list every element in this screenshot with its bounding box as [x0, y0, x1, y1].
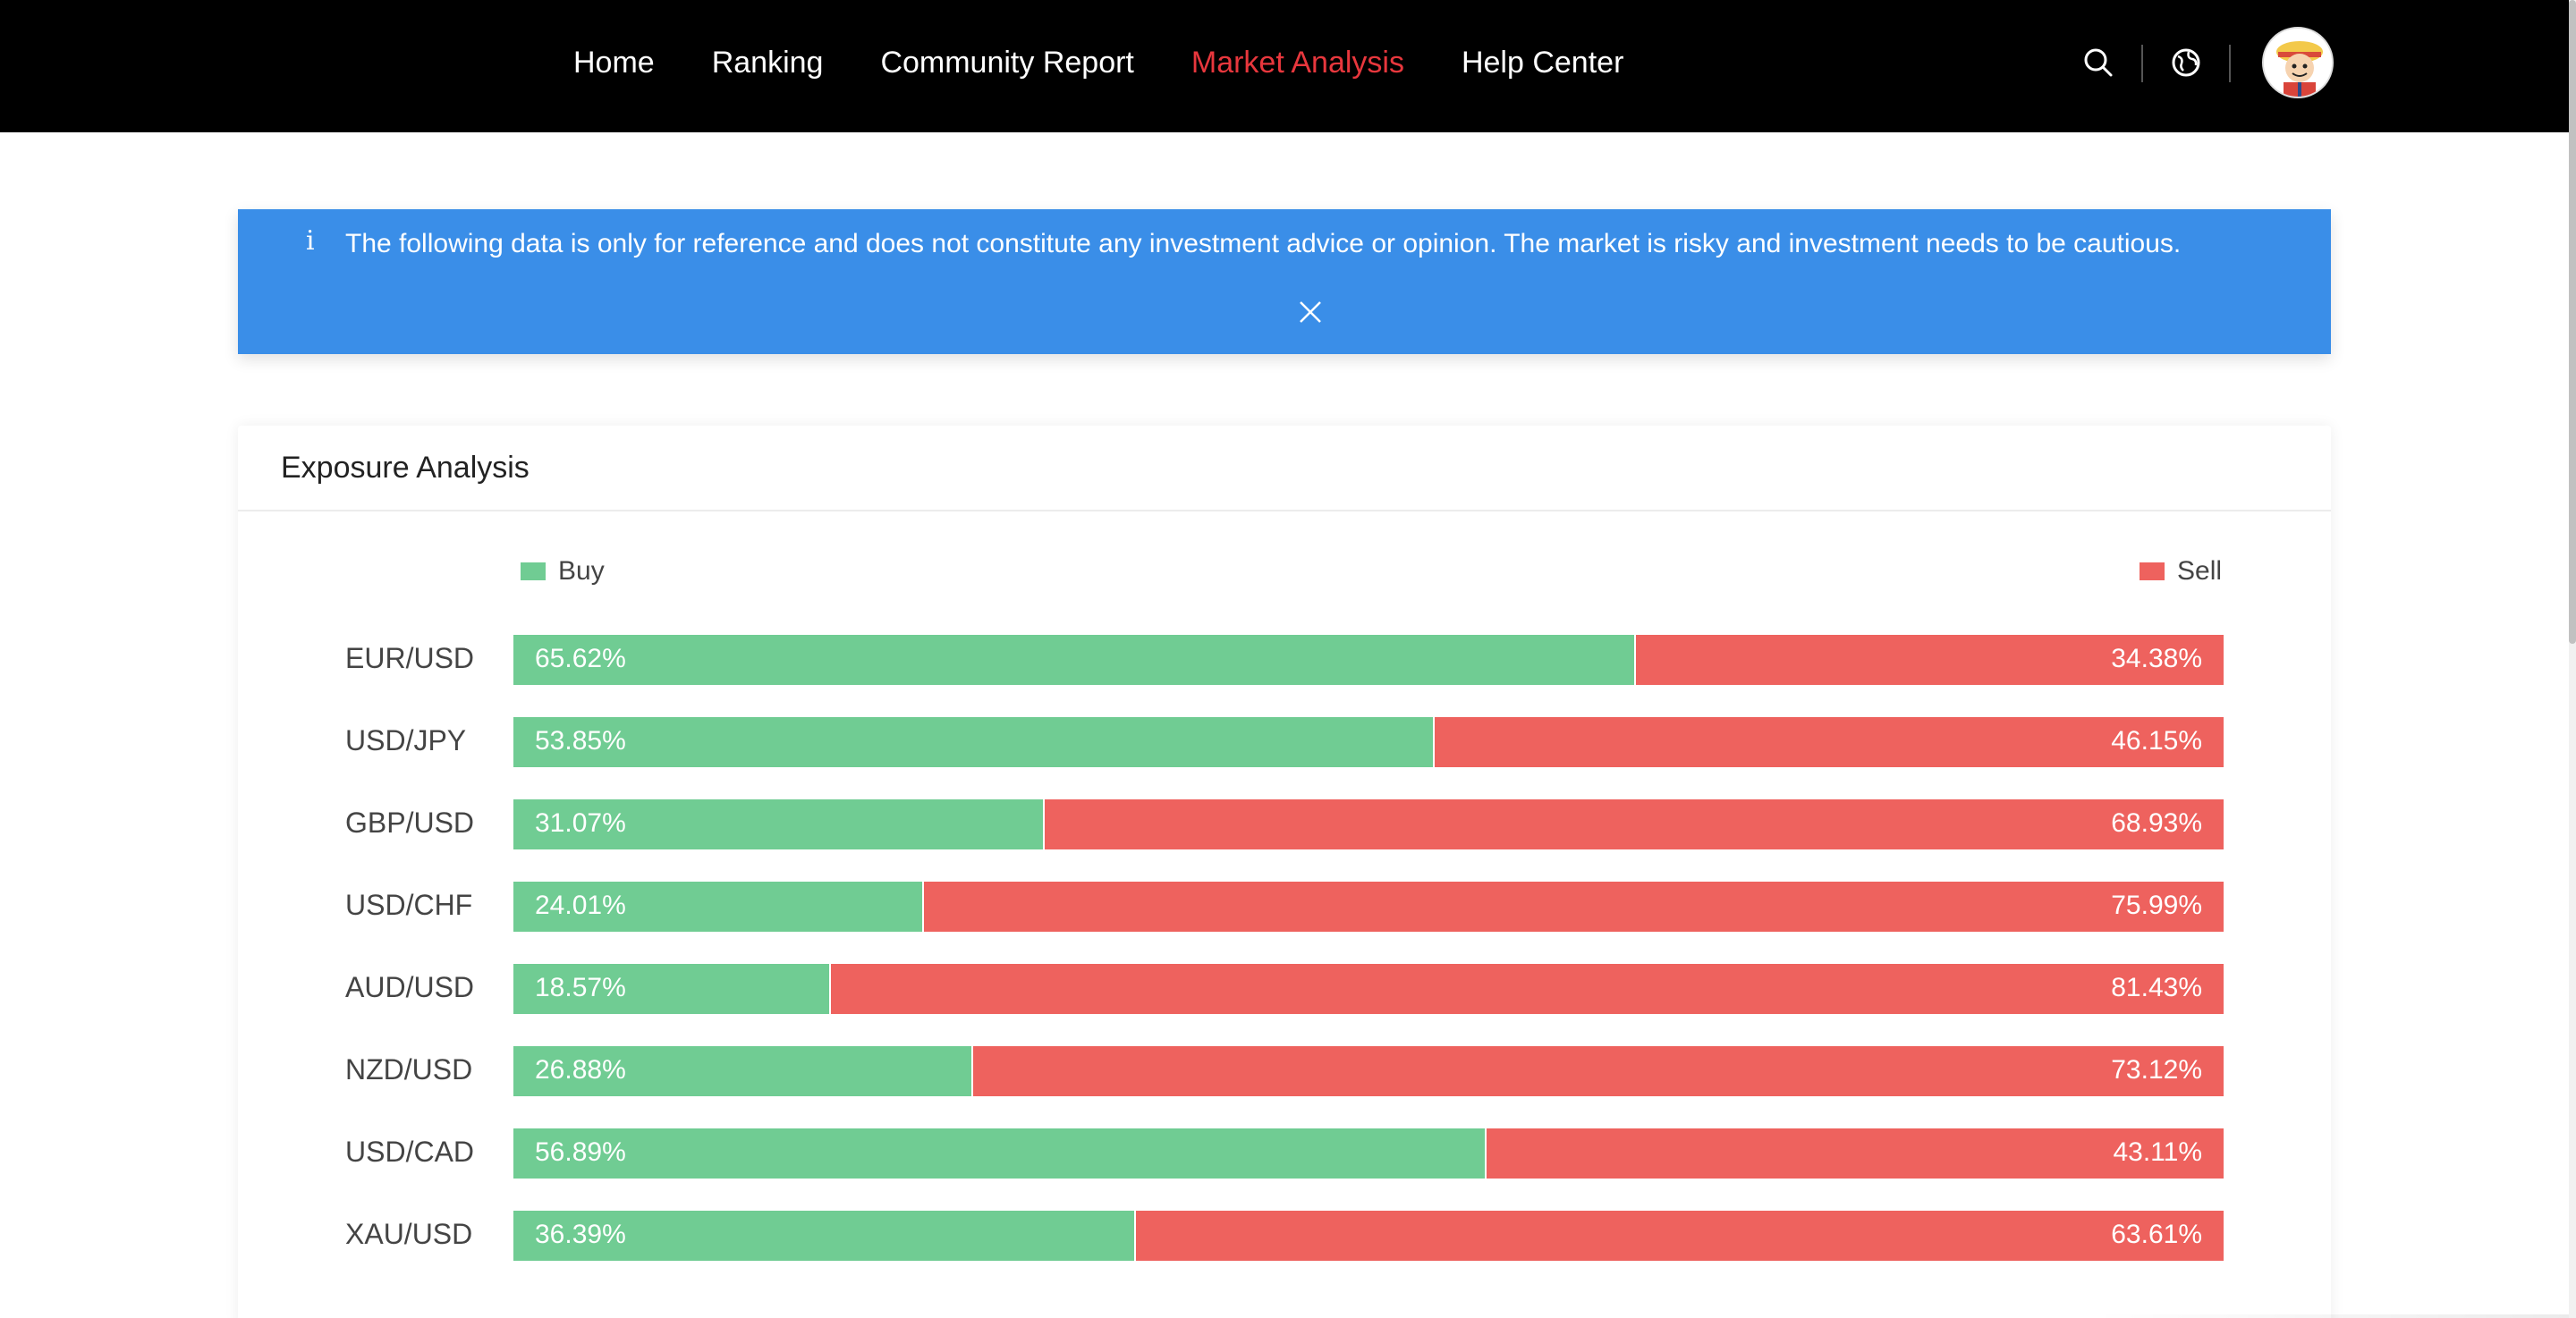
buy-percentage: 24.01%	[535, 891, 626, 920]
buy-percentage: 18.57%	[535, 973, 626, 1002]
nav-item-ranking[interactable]: Ranking	[711, 45, 824, 80]
currency-pair-label: USD/JPY	[345, 724, 467, 756]
sell-percentage: 81.43%	[2111, 973, 2202, 1002]
sell-segment[interactable]: 46.15%	[1434, 717, 2224, 767]
page-scrollbar[interactable]	[2569, 0, 2576, 1318]
exposure-bar[interactable]: 56.89% 43.11%	[513, 1128, 2224, 1179]
exposure-bar[interactable]: 65.62% 34.38%	[513, 635, 2224, 685]
exposure-row: XAU/USD 36.39% 63.61%	[238, 1211, 2331, 1261]
top-navbar: Home Ranking Community Report Market Ana…	[0, 0, 2569, 132]
page-bottom-shadow	[2093, 1314, 2569, 1318]
avatar[interactable]	[2262, 27, 2334, 98]
exposure-row: EUR/USD 65.62% 34.38%	[238, 635, 2331, 685]
globe-icon[interactable]	[2168, 45, 2204, 80]
sell-segment[interactable]: 75.99%	[924, 882, 2224, 932]
buy-segment[interactable]: 24.01%	[513, 882, 925, 932]
exposure-bar[interactable]: 18.57% 81.43%	[513, 964, 2224, 1014]
legend-buy-label: Buy	[558, 556, 605, 586]
currency-pair-label: NZD/USD	[345, 1053, 473, 1086]
exposure-row: USD/JPY 53.85% 46.15%	[238, 717, 2331, 767]
exposure-row: USD/CHF 24.01% 75.99%	[238, 882, 2331, 932]
currency-pair-label: AUD/USD	[345, 971, 475, 1003]
scrollbar-thumb[interactable]	[2569, 0, 2576, 644]
sell-percentage: 46.15%	[2111, 726, 2202, 756]
main-nav: Home Ranking Community Report Market Ana…	[573, 0, 1623, 125]
nav-divider	[2141, 45, 2143, 82]
disclaimer-banner	[238, 209, 2331, 354]
legend-buy: Buy	[521, 556, 605, 587]
buy-percentage: 26.88%	[535, 1055, 626, 1085]
legend-sell: Sell	[2140, 556, 2222, 587]
sell-percentage: 73.12%	[2111, 1055, 2202, 1085]
exposure-row: USD/CAD 56.89% 43.11%	[238, 1128, 2331, 1179]
buy-percentage: 53.85%	[535, 726, 626, 756]
search-icon[interactable]	[2080, 45, 2116, 80]
sell-swatch	[2140, 562, 2165, 580]
buy-segment[interactable]: 56.89%	[513, 1128, 1487, 1179]
card-divider	[238, 510, 2331, 511]
currency-pair-label: GBP/USD	[345, 807, 475, 839]
buy-segment[interactable]: 53.85%	[513, 717, 1435, 767]
buy-percentage: 31.07%	[535, 808, 626, 838]
sell-segment[interactable]: 63.61%	[1135, 1211, 2224, 1261]
nav-divider	[2229, 45, 2231, 82]
buy-percentage: 65.62%	[535, 644, 626, 673]
info-icon: i	[306, 225, 315, 257]
buy-percentage: 56.89%	[535, 1137, 626, 1167]
sell-percentage: 75.99%	[2111, 891, 2202, 920]
sell-percentage: 63.61%	[2111, 1220, 2202, 1249]
sell-segment[interactable]: 81.43%	[831, 964, 2224, 1014]
disclaimer-text: The following data is only for reference…	[345, 229, 2182, 258]
exposure-bar[interactable]: 26.88% 73.12%	[513, 1046, 2224, 1096]
close-icon[interactable]	[1297, 299, 1324, 325]
buy-swatch	[521, 562, 546, 580]
exposure-analysis-card: Exposure Analysis Buy Sell EUR/USD 65.62%…	[238, 426, 2331, 1318]
buy-segment[interactable]: 18.57%	[513, 964, 832, 1014]
exposure-row: AUD/USD 18.57% 81.43%	[238, 964, 2331, 1014]
nav-item-help-center[interactable]: Help Center	[1461, 45, 1624, 80]
buy-segment[interactable]: 31.07%	[513, 799, 1046, 849]
sell-segment[interactable]: 34.38%	[1635, 635, 2224, 685]
sell-percentage: 43.11%	[2113, 1137, 2202, 1167]
legend-sell-label: Sell	[2177, 556, 2223, 586]
exposure-row: GBP/USD 31.07% 68.93%	[238, 799, 2331, 849]
exposure-bar[interactable]: 24.01% 75.99%	[513, 882, 2224, 932]
buy-segment[interactable]: 65.62%	[513, 635, 1636, 685]
currency-pair-label: XAU/USD	[345, 1218, 473, 1250]
buy-percentage: 36.39%	[535, 1220, 626, 1249]
nav-item-market-analysis[interactable]: Market Analysis	[1191, 45, 1404, 80]
sell-percentage: 34.38%	[2111, 644, 2202, 673]
sell-percentage: 68.93%	[2111, 808, 2202, 838]
nav-item-home[interactable]: Home	[573, 45, 655, 80]
exposure-bar[interactable]: 36.39% 63.61%	[513, 1211, 2224, 1261]
currency-pair-label: USD/CAD	[345, 1136, 475, 1168]
sell-segment[interactable]: 73.12%	[972, 1046, 2224, 1096]
sell-segment[interactable]: 68.93%	[1045, 799, 2224, 849]
exposure-row: NZD/USD 26.88% 73.12%	[238, 1046, 2331, 1096]
currency-pair-label: EUR/USD	[345, 642, 475, 674]
sell-segment[interactable]: 43.11%	[1486, 1128, 2224, 1179]
nav-item-community-report[interactable]: Community Report	[880, 45, 1134, 80]
currency-pair-label: USD/CHF	[345, 889, 473, 921]
card-title: Exposure Analysis	[281, 451, 530, 485]
buy-segment[interactable]: 26.88%	[513, 1046, 973, 1096]
exposure-bar[interactable]: 53.85% 46.15%	[513, 717, 2224, 767]
buy-segment[interactable]: 36.39%	[513, 1211, 1136, 1261]
exposure-bar[interactable]: 31.07% 68.93%	[513, 799, 2224, 849]
